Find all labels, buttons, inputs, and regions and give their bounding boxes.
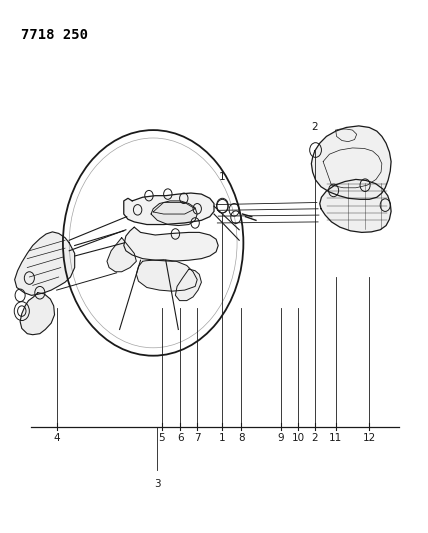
Text: 7718 250: 7718 250 [21, 28, 88, 42]
Text: 2: 2 [312, 433, 318, 443]
Polygon shape [107, 238, 137, 272]
Polygon shape [20, 293, 54, 335]
Polygon shape [124, 227, 218, 261]
Polygon shape [175, 269, 202, 301]
Text: 11: 11 [329, 433, 342, 443]
Text: 1: 1 [219, 172, 226, 182]
Text: 3: 3 [154, 479, 160, 489]
Polygon shape [124, 193, 214, 224]
Polygon shape [311, 126, 391, 199]
Polygon shape [15, 232, 74, 295]
Text: 10: 10 [291, 433, 304, 443]
Text: 5: 5 [158, 433, 165, 443]
Text: 12: 12 [363, 433, 376, 443]
Text: 8: 8 [238, 433, 244, 443]
Polygon shape [320, 180, 391, 232]
Text: 4: 4 [54, 433, 60, 443]
Text: 9: 9 [278, 433, 285, 443]
Polygon shape [137, 260, 197, 291]
Text: 6: 6 [177, 433, 184, 443]
Text: 1: 1 [219, 433, 226, 443]
Text: 2: 2 [312, 122, 318, 132]
Text: 7: 7 [194, 433, 201, 443]
Polygon shape [151, 201, 197, 225]
